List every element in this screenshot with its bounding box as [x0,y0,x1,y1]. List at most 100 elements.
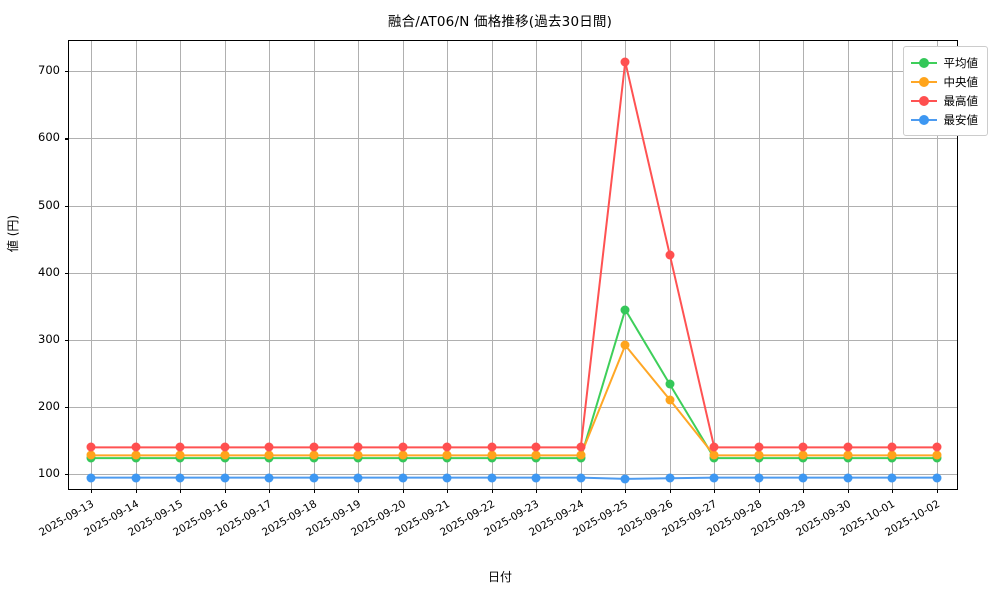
x-tick-mark [402,489,404,493]
data-point-marker [442,473,452,483]
y-tick-mark [65,407,69,409]
data-point-marker [442,450,452,460]
x-tick-mark [491,489,493,493]
data-point-marker [620,305,630,315]
legend-dot-icon [918,95,929,106]
data-point-marker [398,442,408,452]
x-tick-mark [91,489,93,493]
data-point-marker [709,473,719,483]
y-tick-mark [65,474,69,476]
grid-layer [69,41,957,489]
legend-item[interactable]: 最高値 [910,91,978,110]
x-tick-mark [625,489,627,493]
data-point-marker [932,473,942,483]
data-point-marker [754,473,764,483]
legend-label: 中央値 [943,74,979,89]
plot-area [65,40,958,493]
data-point-marker [353,450,363,460]
data-point-marker [620,474,630,484]
x-tick-mark [580,489,582,493]
data-point-marker [887,473,897,483]
data-point-marker [131,442,141,452]
y-tick-mark [65,71,69,73]
data-point-marker [264,442,274,452]
data-point-marker [264,450,274,460]
y-tick-label: 500 [38,197,60,212]
data-point-marker [86,442,96,452]
data-point-marker [843,442,853,452]
data-point-marker [353,442,363,452]
x-tick-mark [803,489,805,493]
data-point-marker [220,442,230,452]
legend-label: 最安値 [943,112,979,127]
y-tick-mark [65,272,69,274]
data-point-marker [887,450,897,460]
gridline-vertical [936,41,938,489]
data-point-marker [620,57,630,67]
data-point-marker [798,442,808,452]
x-tick-mark [536,489,538,493]
x-tick-mark [447,489,449,493]
data-point-marker [220,473,230,483]
x-tick-mark [847,489,849,493]
gridline-horizontal [69,474,957,476]
gridline-horizontal [69,339,957,341]
gridline-horizontal [69,138,957,140]
x-tick-mark [135,489,137,493]
data-point-marker [665,379,675,389]
data-point-marker [86,450,96,460]
gridline-vertical [758,41,760,489]
data-point-marker [309,450,319,460]
chart-legend: 平均値中央値最高値最安値 [902,46,988,136]
x-tick-mark [358,489,360,493]
x-tick-mark [669,489,671,493]
x-tick-mark [269,489,271,493]
data-point-marker [531,442,541,452]
legend-swatch-icon [910,95,937,106]
y-axis-label: 値 (円) [6,214,21,253]
legend-swatch-icon [910,57,937,68]
gridline-vertical [180,41,182,489]
series-line [90,344,938,457]
data-point-marker [264,473,274,483]
data-point-marker [175,450,185,460]
series-markers [69,41,957,489]
data-point-marker [442,442,452,452]
gridline-vertical [580,41,582,489]
x-tick-mark [758,489,760,493]
data-point-marker [309,473,319,483]
data-point-marker [487,473,497,483]
data-point-marker [487,450,497,460]
gridline-vertical [714,41,716,489]
data-point-marker [86,473,96,483]
legend-item[interactable]: 中央値 [910,72,979,91]
data-point-marker [798,450,808,460]
data-point-marker [932,442,942,452]
gridline-horizontal [69,71,957,73]
y-tick-label: 200 [38,399,60,414]
data-point-marker [932,450,942,460]
gridline-horizontal [69,272,957,274]
data-point-marker [843,473,853,483]
y-tick-label: 400 [38,264,60,279]
legend-dot-icon [918,114,929,125]
gridline-vertical [625,41,627,489]
data-point-marker [220,450,230,460]
legend-item[interactable]: 平均値 [910,53,978,72]
series-line [90,60,938,449]
legend-swatch-icon [910,114,937,125]
x-tick-mark [892,489,894,493]
data-point-marker [665,473,675,483]
gridline-vertical [269,41,271,489]
gridline-vertical [847,41,849,489]
y-tick-label: 600 [38,130,60,145]
data-point-marker [131,473,141,483]
data-point-marker [353,473,363,483]
x-tick-mark [313,489,315,493]
gridline-vertical [135,41,137,489]
data-point-marker [576,442,586,452]
data-point-marker [709,450,719,460]
series-lines [90,60,938,480]
legend-item[interactable]: 最安値 [910,110,979,129]
